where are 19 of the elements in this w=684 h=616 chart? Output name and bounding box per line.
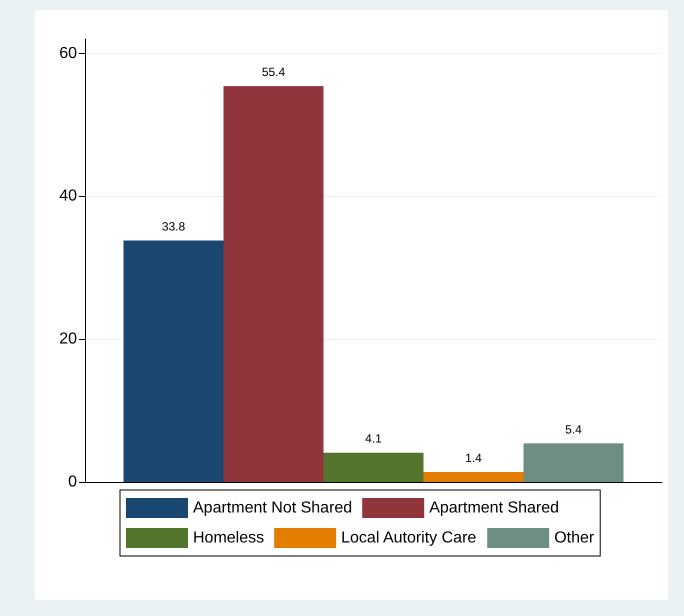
bar: [124, 240, 224, 482]
legend-label: Apartment Not Shared: [193, 500, 352, 516]
data-label: 5.4: [565, 422, 582, 436]
data-label: 1.4: [465, 450, 482, 465]
data-label: 55.4: [262, 65, 286, 80]
y-tick-label: 20: [59, 330, 78, 348]
bar: [324, 452, 424, 482]
data-label: 4.1: [365, 432, 382, 446]
bar: [224, 86, 324, 482]
y-tick-label: 0: [68, 474, 78, 490]
data-label: 33.8: [162, 219, 186, 234]
y-tick-label: 60: [59, 44, 78, 62]
legend-label: Apartment Shared: [429, 500, 560, 516]
legend-label: Homeless: [193, 530, 264, 546]
legend-label: Other: [554, 530, 595, 546]
y-tick-label: 40: [59, 188, 78, 205]
bar: [524, 443, 624, 482]
bar: [424, 472, 524, 482]
legend-label: Local Autority Care: [341, 530, 476, 546]
